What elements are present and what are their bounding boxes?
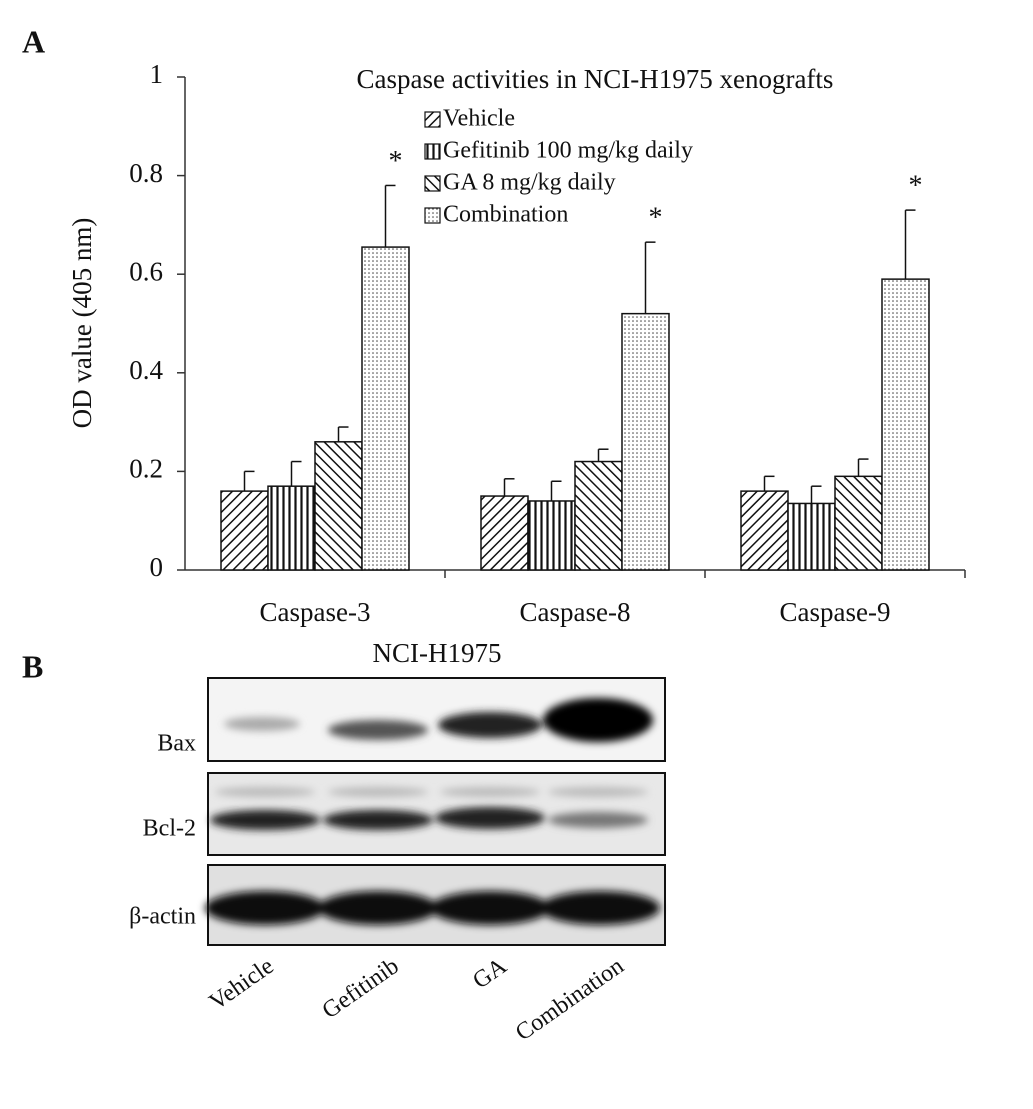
y-tick-label: 0.2	[129, 454, 163, 484]
row-label: Bcl-2	[143, 816, 196, 842]
blot-title: NCI-H1975	[373, 638, 502, 668]
legend-swatch	[424, 175, 441, 192]
bar	[220, 490, 269, 571]
y-axis-label: OD value (405 nm)	[67, 218, 97, 429]
bar	[314, 441, 363, 571]
bar	[621, 312, 670, 571]
bar	[740, 490, 789, 571]
panel-label: A	[22, 23, 45, 59]
x-tick-label: Caspase-3	[260, 597, 371, 627]
lane-label: Combination	[511, 953, 629, 1046]
legend-label: Gefitinib 100 mg/kg daily	[443, 138, 693, 164]
chart-title: Caspase activities in NCI-H1975 xenograf…	[357, 64, 834, 94]
lane-label: Gefitinib	[318, 953, 404, 1024]
y-tick-label: 1	[150, 59, 164, 89]
y-tick-label: 0.6	[129, 256, 163, 286]
lane-label: Vehicle	[205, 953, 279, 1016]
bar	[834, 475, 883, 571]
row-label: β-actin	[129, 904, 196, 930]
bar	[527, 500, 576, 571]
panel-label: B	[22, 648, 43, 684]
legend-swatch	[424, 207, 441, 224]
bands	[205, 698, 660, 925]
legend-swatch	[424, 143, 441, 160]
lane-label: GA	[468, 953, 512, 995]
x-tick-label: Caspase-8	[520, 597, 631, 627]
y-tick-label: 0.8	[129, 158, 163, 188]
western-blot: NCI-H1975 Bax Bcl-2 β-actin Vehicle Gefi…	[129, 638, 666, 1046]
significance-mark: *	[909, 171, 923, 202]
bar	[881, 278, 930, 571]
bar	[361, 246, 410, 571]
bar	[574, 460, 623, 571]
legend-swatch	[424, 111, 441, 128]
row-label: Bax	[157, 731, 196, 757]
plot: 0 0.2 0.4 0.6 0.8 1 Caspase-3 * Caspase-8 * Caspas…	[129, 59, 966, 627]
y-tick-label: 0	[150, 552, 164, 582]
bar	[787, 502, 836, 571]
bar	[480, 495, 529, 571]
legend-label: Combination	[443, 202, 568, 228]
bar	[267, 485, 316, 571]
legend-label: Vehicle	[443, 106, 515, 132]
legend-label: GA 8 mg/kg daily	[443, 170, 616, 196]
significance-mark: *	[649, 203, 663, 234]
significance-mark: *	[389, 146, 403, 177]
y-tick-label: 0.4	[129, 355, 163, 385]
x-tick-label: Caspase-9	[780, 597, 891, 627]
